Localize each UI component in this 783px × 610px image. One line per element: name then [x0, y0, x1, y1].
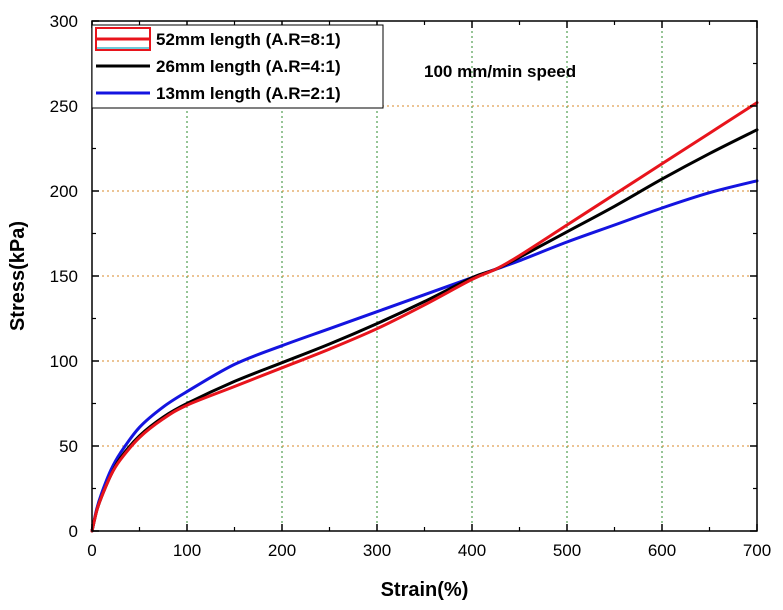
x-tick-label: 0	[87, 541, 96, 560]
y-tick-label: 250	[50, 97, 78, 116]
y-axis-title: Stress(kPa)	[7, 221, 29, 331]
x-tick-label: 200	[268, 541, 296, 560]
series-line-2	[90, 128, 759, 533]
y-tick-label: 0	[69, 522, 78, 541]
x-tick-label: 600	[648, 541, 676, 560]
axis-ticks: 0 100 200 300 400 500 600 700 0 50 100 150 200 250 300	[50, 12, 772, 560]
y-tick-label: 300	[50, 12, 78, 31]
y-tick-label: 100	[50, 352, 78, 371]
series-line-3	[90, 179, 759, 533]
y-tick-label: 150	[50, 267, 78, 286]
y-tick-label: 50	[59, 437, 78, 456]
y-tick-label: 200	[50, 182, 78, 201]
series-line-1	[90, 101, 759, 533]
series-lines	[90, 101, 759, 533]
x-axis-title: Strain(%)	[381, 579, 469, 601]
legend-label: 26mm length (A.R=4:1)	[156, 57, 341, 76]
speed-annotation: 100 mm/min speed	[424, 62, 576, 81]
x-tick-label: 700	[743, 541, 771, 560]
x-tick-label: 500	[553, 541, 581, 560]
x-tick-label: 400	[458, 541, 486, 560]
legend-label: 13mm length (A.R=2:1)	[156, 84, 341, 103]
x-tick-label: 300	[363, 541, 391, 560]
legend: 52mm length (A.R=8:1) 26mm length (A.R=4:…	[91, 24, 384, 109]
legend-label: 52mm length (A.R=8:1)	[156, 30, 341, 49]
x-tick-label: 100	[173, 541, 201, 560]
